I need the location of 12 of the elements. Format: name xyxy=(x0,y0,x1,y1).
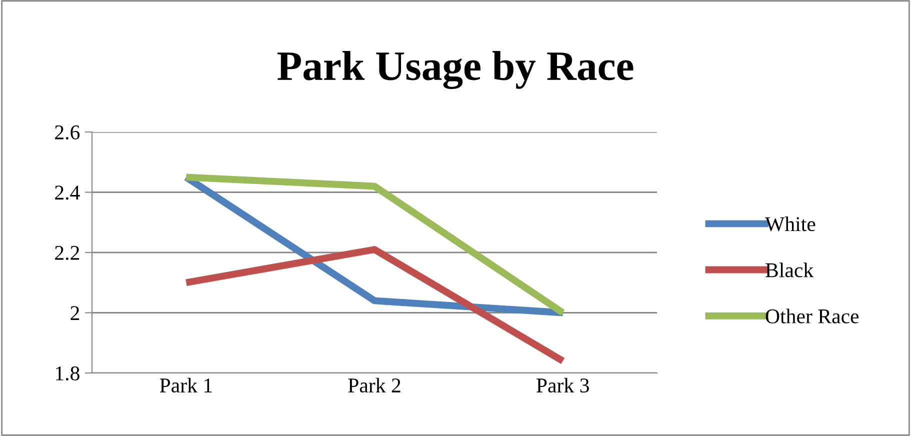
legend-label: White xyxy=(765,216,816,232)
x-tick-label: Park 1 xyxy=(160,378,212,393)
y-tick-label: 2 xyxy=(70,306,80,320)
x-tick-label: Park 2 xyxy=(348,378,400,393)
x-tick-label: Park 3 xyxy=(536,378,589,393)
y-tick-label: 2.6 xyxy=(55,125,80,140)
chart-title: Park Usage by Race xyxy=(277,50,634,90)
legend-label: Other Race xyxy=(766,308,859,324)
legend-label: Black xyxy=(766,262,814,278)
y-tick-label: 2.4 xyxy=(55,186,80,200)
y-tick-label: 2.2 xyxy=(55,246,80,260)
y-tick-label: 1.8 xyxy=(56,366,80,381)
